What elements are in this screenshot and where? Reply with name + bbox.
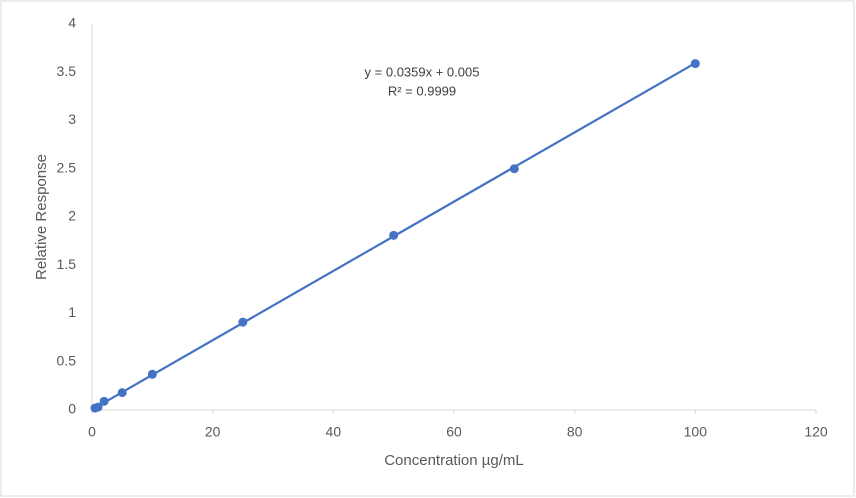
data-point [147, 369, 157, 379]
y-axis-title: Relative Response [33, 154, 50, 280]
x-tick-label: 100 [684, 424, 708, 440]
y-tick-label: 1.5 [57, 256, 77, 272]
x-axis-title: Concentration µg/mL [384, 452, 524, 469]
y-tick-label: 2.5 [57, 159, 77, 175]
data-point [509, 164, 519, 174]
x-tick-label: 20 [205, 424, 221, 440]
y-tick-label: 2 [68, 208, 76, 224]
data-point [238, 317, 248, 327]
data-point [93, 402, 103, 412]
x-tick-label: 120 [804, 424, 828, 440]
y-tick-label: 1 [68, 304, 76, 320]
trendline-equation: y = 0.0359x + 0.005 [365, 64, 480, 79]
data-point [389, 230, 399, 240]
x-tick-label: 60 [446, 424, 462, 440]
data-point [117, 388, 127, 398]
x-tick-label: 0 [88, 424, 96, 440]
y-tick-label: 3 [68, 111, 76, 127]
y-tick-label: 3.5 [57, 63, 77, 79]
data-point [99, 396, 109, 406]
x-tick-label: 40 [326, 424, 342, 440]
data-point [690, 59, 700, 69]
trendline-r-squared: R² = 0.9999 [388, 83, 456, 98]
x-tick-label: 80 [567, 424, 583, 440]
y-tick-label: 0 [68, 401, 76, 417]
y-tick-label: 0.5 [57, 352, 77, 368]
y-tick-label: 4 [68, 15, 76, 31]
